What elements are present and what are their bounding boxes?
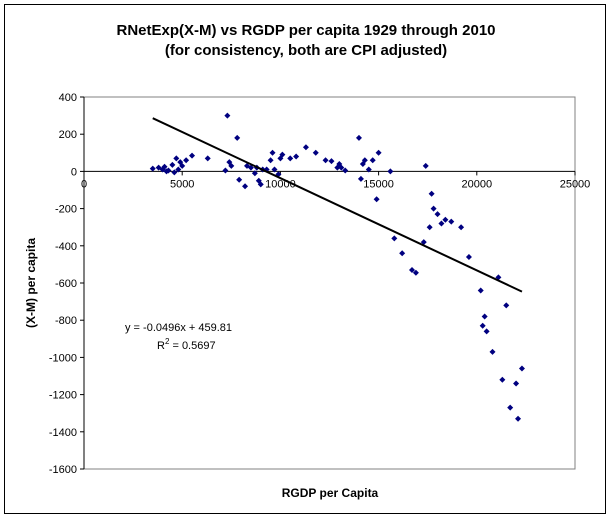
data-point xyxy=(342,167,349,174)
x-tick-label: 5000 xyxy=(170,178,194,190)
data-point xyxy=(224,112,231,119)
data-point xyxy=(477,287,484,294)
y-axis-label: (X-M) per capita xyxy=(24,238,38,328)
data-point xyxy=(479,322,486,329)
data-point xyxy=(257,181,264,188)
r2-exponent: 2 xyxy=(165,337,170,346)
y-tick-label: 0 xyxy=(71,166,77,178)
data-point xyxy=(293,153,300,160)
y-axis-ticks: 400 200 0 -200 -400 -600 -800 -1000 -1200 -1400 -1… xyxy=(49,92,84,476)
data-point xyxy=(279,151,286,158)
data-point xyxy=(271,166,278,173)
data-point xyxy=(503,302,510,309)
data-point xyxy=(515,415,522,422)
y-tick-label: 200 xyxy=(59,129,77,141)
data-point xyxy=(267,157,274,164)
data-point xyxy=(234,134,241,141)
data-point xyxy=(434,211,441,218)
data-point xyxy=(481,313,488,320)
chart-title-line1: RNetExp(X-M) vs RGDP per capita 1929 thr… xyxy=(117,22,496,39)
data-point xyxy=(357,175,364,182)
data-point xyxy=(149,165,156,172)
data-point xyxy=(426,224,433,231)
r2-prefix: R xyxy=(157,340,165,352)
data-point xyxy=(438,220,445,227)
x-tick-label: 20000 xyxy=(462,178,493,190)
trendline-equation: y = -0.0496x + 459.81 xyxy=(125,322,232,334)
data-point xyxy=(169,161,176,168)
y-tick-label: 400 xyxy=(59,92,77,104)
data-point xyxy=(373,196,380,203)
data-point xyxy=(287,155,294,162)
data-point xyxy=(189,152,196,159)
r-squared-label: R2 = 0.5697 xyxy=(157,337,216,352)
data-point xyxy=(247,164,254,171)
data-point xyxy=(430,205,437,212)
y-tick-label: -1600 xyxy=(49,464,77,476)
data-point xyxy=(448,218,455,225)
y-tick-label: -600 xyxy=(55,278,77,290)
data-point xyxy=(387,168,394,175)
data-points xyxy=(149,112,525,422)
data-point xyxy=(369,157,376,164)
x-tick-label: 10000 xyxy=(265,178,296,190)
data-point xyxy=(183,157,190,164)
chart-title-line2: (for consistency, both are CPI adjusted) xyxy=(165,42,447,59)
data-point xyxy=(328,158,335,165)
data-point xyxy=(361,157,368,164)
data-point xyxy=(161,163,168,170)
data-point xyxy=(489,348,496,355)
r2-suffix: = 0.5697 xyxy=(169,340,215,352)
data-point xyxy=(422,162,429,169)
data-point xyxy=(499,376,506,383)
data-point xyxy=(399,250,406,257)
data-point xyxy=(338,164,345,171)
data-point xyxy=(442,216,449,223)
scatter-chart: RNetExp(X-M) vs RGDP per capita 1929 thr… xyxy=(24,22,591,500)
trendline xyxy=(152,117,523,293)
data-point xyxy=(420,239,427,246)
x-tick-label: 15000 xyxy=(363,178,394,190)
data-point xyxy=(355,134,362,141)
data-point xyxy=(251,170,258,177)
data-point xyxy=(242,183,249,190)
data-point xyxy=(458,224,465,231)
data-point xyxy=(465,253,472,260)
data-point xyxy=(408,266,415,273)
data-point xyxy=(518,365,525,372)
data-point xyxy=(428,190,435,197)
data-point xyxy=(204,155,211,162)
data-point xyxy=(375,149,382,156)
y-tick-label: -200 xyxy=(55,204,77,216)
x-axis-label: RGDP per Capita xyxy=(282,486,379,500)
data-point xyxy=(391,235,398,242)
y-tick-label: -400 xyxy=(55,241,77,253)
data-point xyxy=(269,149,276,156)
y-tick-label: -800 xyxy=(55,315,77,327)
y-tick-label: -1200 xyxy=(49,390,77,402)
data-point xyxy=(513,380,520,387)
data-point xyxy=(165,167,172,174)
data-point xyxy=(222,167,229,174)
data-point xyxy=(365,166,372,173)
y-tick-label: -1000 xyxy=(49,352,77,364)
data-point xyxy=(236,176,243,183)
plot-area xyxy=(83,96,576,470)
data-point xyxy=(175,166,182,173)
data-point xyxy=(173,155,180,162)
data-point xyxy=(507,404,514,411)
data-point xyxy=(483,328,490,335)
data-point xyxy=(312,149,319,156)
data-point xyxy=(322,157,329,164)
data-point xyxy=(412,269,419,276)
x-tick-label: 25000 xyxy=(560,178,591,190)
data-point xyxy=(302,144,309,151)
y-tick-label: -1400 xyxy=(49,427,77,439)
data-point xyxy=(179,162,186,169)
data-point xyxy=(171,169,178,176)
chart-frame: RNetExp(X-M) vs RGDP per capita 1929 thr… xyxy=(4,4,606,514)
data-point xyxy=(228,162,235,169)
